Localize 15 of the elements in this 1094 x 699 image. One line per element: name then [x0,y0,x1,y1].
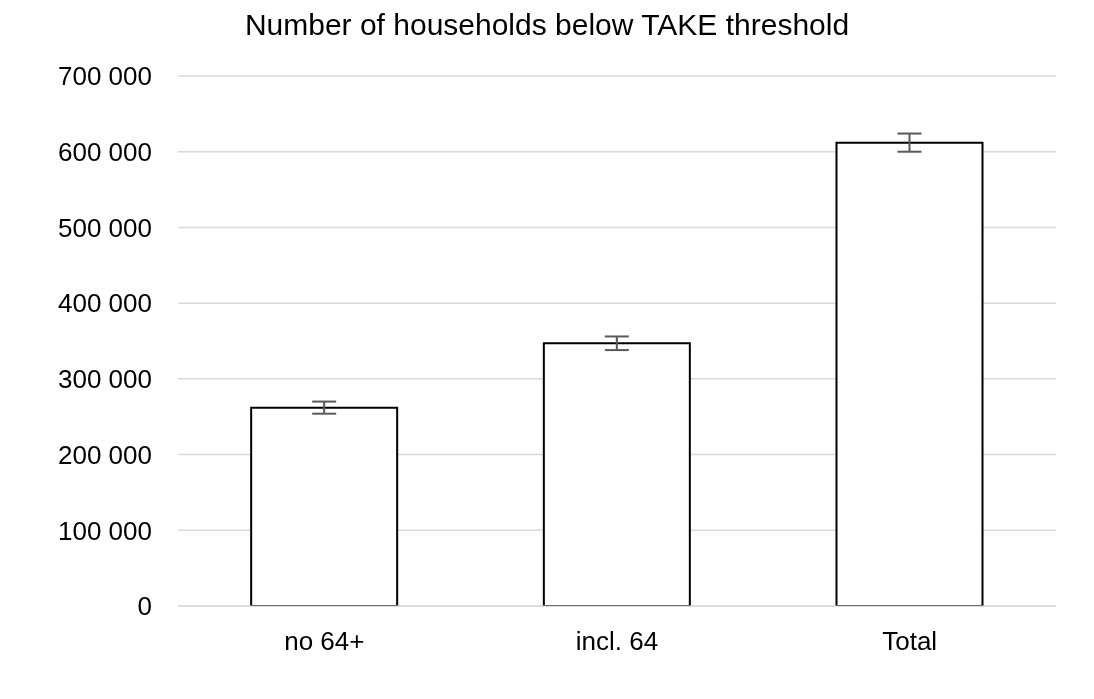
y-tick-label: 500 000 [58,212,152,243]
bar [250,406,399,606]
x-tick-label: Total [882,626,938,657]
y-tick-label: 200 000 [58,439,152,470]
x-tick-label: incl. 64 [575,626,659,657]
y-tick-label: 700 000 [58,61,152,92]
chart-title: Number of households below TAKE threshold [243,8,851,43]
bar [542,342,691,606]
x-tick-label: no 64+ [284,626,365,657]
y-tick-label: 400 000 [58,288,152,319]
y-tick-label: 100 000 [58,515,152,546]
bar [835,141,984,606]
y-tick-label: 300 000 [58,364,152,395]
y-tick-label: 600 000 [58,136,152,167]
y-tick-label: 0 [137,591,152,622]
